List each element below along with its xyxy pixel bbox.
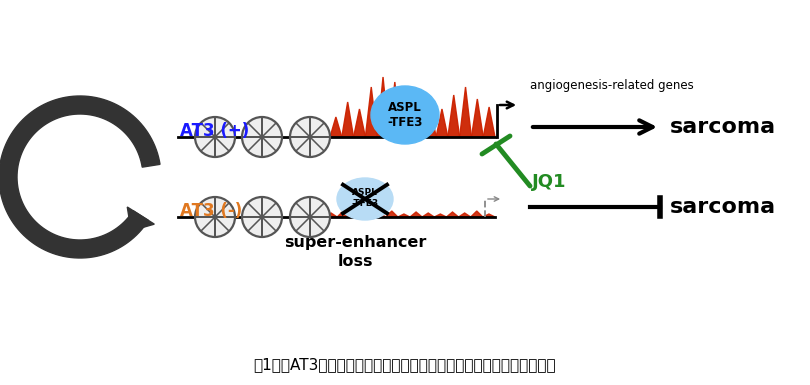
Polygon shape xyxy=(337,211,349,217)
Polygon shape xyxy=(377,77,389,137)
Polygon shape xyxy=(342,102,354,137)
Polygon shape xyxy=(354,109,365,137)
Polygon shape xyxy=(471,211,483,217)
Ellipse shape xyxy=(371,86,439,144)
Polygon shape xyxy=(422,213,434,217)
Polygon shape xyxy=(471,99,484,137)
Text: AT3 (+): AT3 (+) xyxy=(180,122,249,140)
Polygon shape xyxy=(446,212,458,217)
Polygon shape xyxy=(325,213,337,217)
Text: super-enhancer
loss: super-enhancer loss xyxy=(284,235,426,269)
Polygon shape xyxy=(459,87,471,137)
Polygon shape xyxy=(330,117,342,137)
Circle shape xyxy=(242,197,282,237)
Circle shape xyxy=(195,117,235,157)
Polygon shape xyxy=(127,207,154,231)
Circle shape xyxy=(290,117,330,157)
Polygon shape xyxy=(458,213,471,217)
Polygon shape xyxy=(434,214,446,217)
Text: sarcoma: sarcoma xyxy=(670,197,776,217)
Polygon shape xyxy=(389,82,401,137)
Text: sarcoma: sarcoma xyxy=(670,117,776,137)
Polygon shape xyxy=(424,105,436,137)
Polygon shape xyxy=(484,107,495,137)
Polygon shape xyxy=(436,109,448,137)
Circle shape xyxy=(242,117,282,157)
Circle shape xyxy=(290,197,330,237)
Circle shape xyxy=(195,197,235,237)
Polygon shape xyxy=(412,99,424,137)
Text: ASPL
-TFE3: ASPL -TFE3 xyxy=(352,188,378,208)
Polygon shape xyxy=(361,212,373,217)
Polygon shape xyxy=(448,95,459,137)
Text: 図1．　AT3は血管形成関連遣伝子のスーパーエンハンサーを制御する: 図1． AT3は血管形成関連遣伝子のスーパーエンハンサーを制御する xyxy=(254,358,556,373)
Polygon shape xyxy=(410,212,422,217)
Polygon shape xyxy=(401,92,412,137)
Polygon shape xyxy=(0,96,160,258)
Polygon shape xyxy=(373,213,386,217)
Polygon shape xyxy=(386,211,398,217)
Text: AT3 (-): AT3 (-) xyxy=(180,202,242,220)
Text: ASPL
-TFE3: ASPL -TFE3 xyxy=(387,101,423,129)
Polygon shape xyxy=(398,214,410,217)
Polygon shape xyxy=(483,214,495,217)
Ellipse shape xyxy=(337,178,393,220)
Polygon shape xyxy=(365,87,377,137)
Text: JQ1: JQ1 xyxy=(532,173,566,191)
Polygon shape xyxy=(349,214,361,217)
Text: angiogenesis-related genes: angiogenesis-related genes xyxy=(530,79,693,92)
